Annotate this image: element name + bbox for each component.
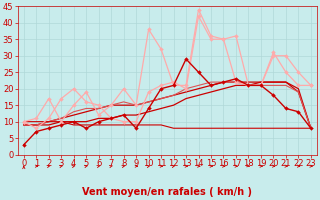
X-axis label: Vent moyen/en rafales ( km/h ): Vent moyen/en rafales ( km/h ) xyxy=(82,187,252,197)
